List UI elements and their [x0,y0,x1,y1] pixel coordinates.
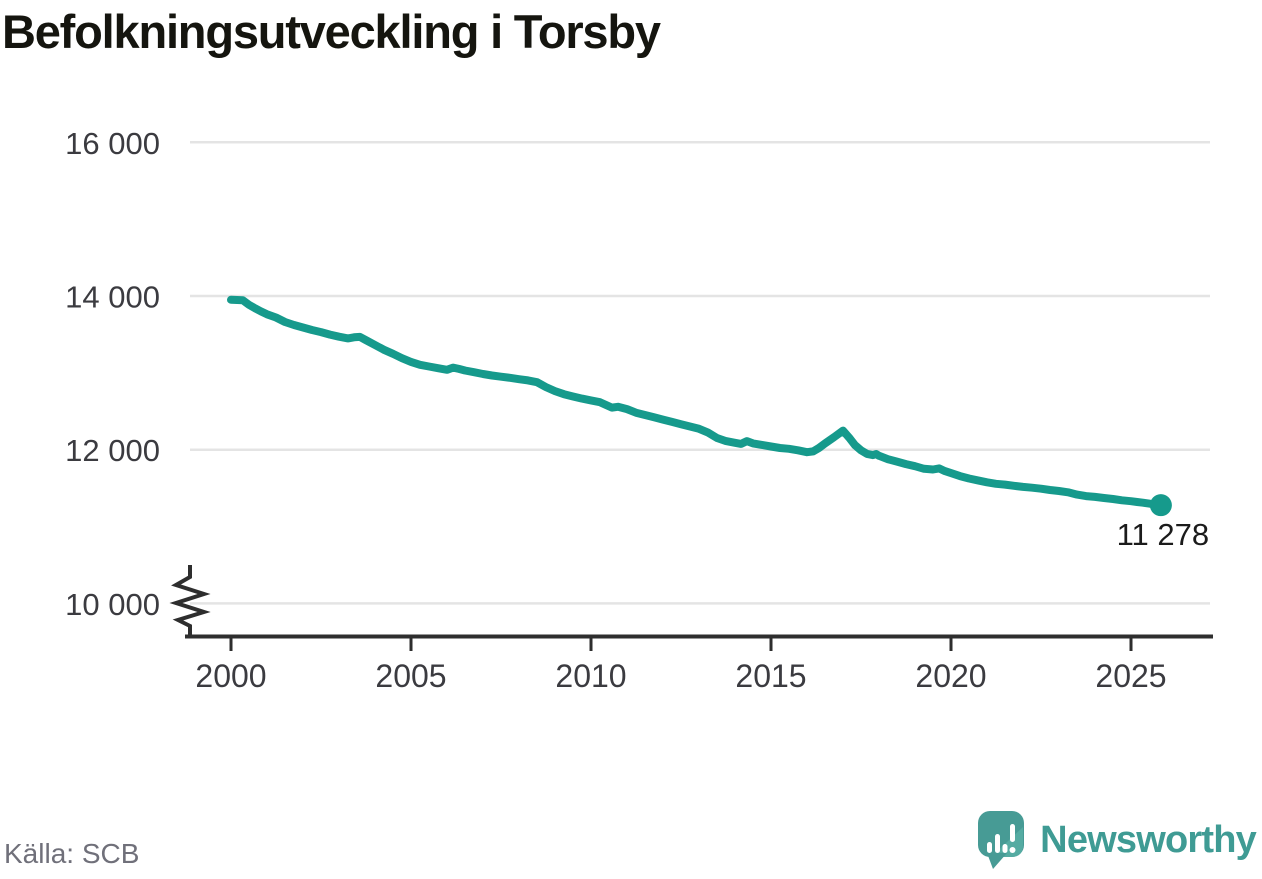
source-label: Källa: SCB [4,838,140,869]
x-tick-label: 2005 [375,658,446,694]
y-gridlines [190,141,1210,605]
newsworthy-logo: Newsworthy [975,808,1257,872]
y-axis-labels: 16 000 14 000 12 000 10 000 [65,126,160,622]
x-tick-label: 2020 [915,658,986,694]
chart-title: Befolkningsutveckling i Torsby [2,5,661,58]
population-line [227,295,1165,510]
y-axis-break-icon [169,565,211,637]
end-point-dot [1149,494,1172,517]
logo-barchart-icon [987,824,1016,853]
y-tick-label: 12 000 [65,433,160,468]
x-tick-label: 2010 [555,658,626,694]
x-tick-label: 2025 [1095,658,1166,694]
y-tick-label: 10 000 [65,587,160,622]
newsworthy-logo-icon [978,811,1025,869]
x-axis: 2000 2005 2010 2015 2020 2025 [185,634,1213,694]
logo-bubble-tail [987,853,1008,869]
newsworthy-logo-text: Newsworthy [1040,818,1257,861]
y-tick-label: 16 000 [65,126,160,161]
x-tick-label: 2015 [735,658,806,694]
y-tick-label: 14 000 [65,280,160,315]
x-tick-label: 2000 [195,658,266,694]
end-value-label: 11 278 [1117,517,1210,552]
